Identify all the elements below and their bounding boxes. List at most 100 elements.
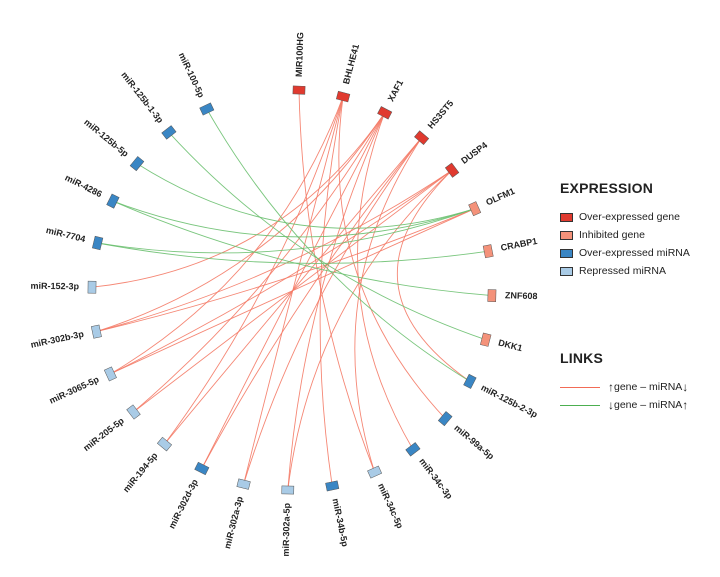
link-bhlhe41-mir-34b-5p xyxy=(319,96,344,486)
node-label-mir-302d-3p: miR-302d-3p xyxy=(167,477,201,530)
link-dusp4-mir-302b-3p xyxy=(96,169,453,333)
node-block-dkk1 xyxy=(480,332,492,347)
link-znf608-mir-4286 xyxy=(112,200,492,297)
node-block-mir-302b-3p xyxy=(90,324,102,339)
node-label-dkk1: DKK1 xyxy=(497,338,523,354)
link-olfm1-mir-3065-5p xyxy=(110,208,475,375)
node-hs3st5: HS3ST5 xyxy=(414,98,456,145)
node-label-mir-4286: miR-4286 xyxy=(63,172,103,199)
link-bhlhe41-mir-99a-5p xyxy=(338,96,446,419)
node-block-mir-3065-5p xyxy=(103,366,117,382)
link-hs3st5-mir-302a-3p xyxy=(243,137,422,485)
node-block-crabp1 xyxy=(482,244,494,259)
legend-label: Repressed miRNA xyxy=(579,265,666,277)
node-label-mir-100-5p: miR-100-5p xyxy=(177,51,207,100)
node-block-mir-125b-2-3p xyxy=(463,373,477,389)
link-dkk1-mir-125b-1-3p xyxy=(168,132,486,341)
node-olfm1: OLFM1 xyxy=(468,186,516,217)
green-link-swatch xyxy=(560,404,600,406)
up-arrow-icon: ↑ xyxy=(682,398,689,412)
node-label-olfm1: OLFM1 xyxy=(484,186,516,208)
inhibited-gene-swatch xyxy=(560,230,573,240)
node-block-dusp4 xyxy=(444,162,460,178)
node-mir-194-5p: miR-194-5p xyxy=(121,436,173,494)
legend-item-over-expressed-gene: Over-expressed gene xyxy=(560,208,690,226)
legend-item-over-expressed-mirna: Over-expressed miRNA xyxy=(560,244,690,262)
node-label-mir-34b-5p: miR-34b-5p xyxy=(331,497,351,548)
up-arrow-icon: ↑ xyxy=(608,380,614,394)
link-xaf1-mir-34c-3p xyxy=(357,112,414,450)
node-label-bhlhe41: BHLHE41 xyxy=(341,43,361,85)
node-mir-34b-5p: miR-34b-5p xyxy=(325,480,351,548)
link-bhlhe41-mir-3065-5p xyxy=(110,96,344,375)
node-mir-302b-3p: miR-302b-3p xyxy=(30,324,102,350)
node-block-hs3st5 xyxy=(414,130,430,145)
node-label-xaf1: XAF1 xyxy=(386,78,406,103)
node-label-znf608: ZNF608 xyxy=(505,290,538,301)
node-xaf1: XAF1 xyxy=(377,78,406,120)
repressed-mirna-swatch xyxy=(560,266,573,276)
links-legend: LINKS ↑ gene – miRNA ↓ ↓ gene – miRNA ↑ xyxy=(560,350,688,414)
node-dkk1: DKK1 xyxy=(480,332,523,354)
node-label-mir-205-5p: miR-205-5p xyxy=(81,415,126,453)
link-hs3st5-mir-34c-5p xyxy=(354,137,422,473)
legend-label: gene – miRNA xyxy=(614,381,683,393)
legend-label: Over-expressed miRNA xyxy=(579,247,690,259)
node-crabp1: CRABP1 xyxy=(482,236,538,259)
link-olfm1-mir-4286 xyxy=(112,200,475,238)
node-mir-34c-3p: miR-34c-3p xyxy=(405,442,455,501)
over-expressed-mirna-swatch xyxy=(560,248,573,258)
node-block-mir-99a-5p xyxy=(437,411,453,427)
legend-item-inhibited-gene: Inhibited gene xyxy=(560,226,690,244)
legend-label: gene – miRNA xyxy=(614,399,683,411)
node-label-mir-99a-5p: miR-99a-5p xyxy=(452,423,496,462)
node-label-mir-194-5p: miR-194-5p xyxy=(121,450,160,494)
node-mir-302a-5p: miR-302a-5p xyxy=(281,485,295,557)
node-mir-125b-1-3p: miR-125b-1-3p xyxy=(119,70,177,140)
node-mir-302d-3p: miR-302d-3p xyxy=(167,461,210,530)
down-arrow-icon: ↓ xyxy=(682,380,689,394)
node-label-mir-125b-2-3p: miR-125b-2-3p xyxy=(479,382,539,419)
node-block-olfm1 xyxy=(468,201,482,217)
legend-label: Inhibited gene xyxy=(579,229,645,241)
node-mir-100-5p: miR-100-5p xyxy=(177,51,215,116)
link-xaf1-mir-302b-3p xyxy=(96,112,386,333)
node-label-mir-125b-5p: miR-125b-5p xyxy=(82,117,131,159)
node-mir-125b-2-3p: miR-125b-2-3p xyxy=(463,373,540,420)
node-mir100hg: MIR100HG xyxy=(292,32,306,95)
link-dusp4-mir-3065-5p xyxy=(110,169,453,375)
down-arrow-icon: ↓ xyxy=(608,398,614,412)
over-expressed-gene-swatch xyxy=(560,212,573,222)
node-label-mir100hg: MIR100HG xyxy=(294,32,306,77)
node-label-mir-7704: miR-7704 xyxy=(45,225,86,244)
node-label-crabp1: CRABP1 xyxy=(500,236,538,253)
node-label-mir-125b-1-3p: miR-125b-1-3p xyxy=(119,70,165,125)
node-mir-7704: miR-7704 xyxy=(45,225,104,251)
node-mir-4286: miR-4286 xyxy=(63,172,120,209)
link-crabp1-mir-7704 xyxy=(97,242,489,264)
expression-legend: EXPRESSION Over-expressed gene Inhibited… xyxy=(560,180,690,280)
node-label-hs3st5: HS3ST5 xyxy=(426,98,456,130)
node-mir-302a-3p: miR-302a-3p xyxy=(222,478,251,550)
node-block-mir-302a-3p xyxy=(236,478,251,490)
node-dusp4: DUSP4 xyxy=(444,140,489,178)
link-dusp4-mir-302a-5p xyxy=(287,169,453,491)
links-layer xyxy=(91,90,492,491)
legend-item-repressed-mirna: Repressed miRNA xyxy=(560,262,690,280)
node-block-mir-34c-3p xyxy=(405,442,421,457)
red-link-swatch xyxy=(560,386,600,388)
node-mir-99a-5p: miR-99a-5p xyxy=(437,411,496,462)
link-dusp4-mir-125b-2-3p xyxy=(396,169,471,382)
link-xaf1-mir-152-3p xyxy=(91,112,386,288)
node-bhlhe41: BHLHE41 xyxy=(335,43,361,103)
legend-item-red-link: ↑ gene – miRNA ↓ xyxy=(560,378,688,396)
link-hs3st5-mir-302d-3p xyxy=(201,137,422,469)
node-label-mir-34c-3p: miR-34c-3p xyxy=(417,456,455,501)
node-block-bhlhe41 xyxy=(335,90,351,103)
node-block-mir-100-5p xyxy=(199,102,215,116)
links-legend-title: LINKS xyxy=(560,350,603,366)
node-label-mir-34c-5p: miR-34c-5p xyxy=(376,482,405,531)
link-olfm1-mir-302b-3p xyxy=(96,208,475,333)
node-block-mir100hg xyxy=(292,85,306,95)
